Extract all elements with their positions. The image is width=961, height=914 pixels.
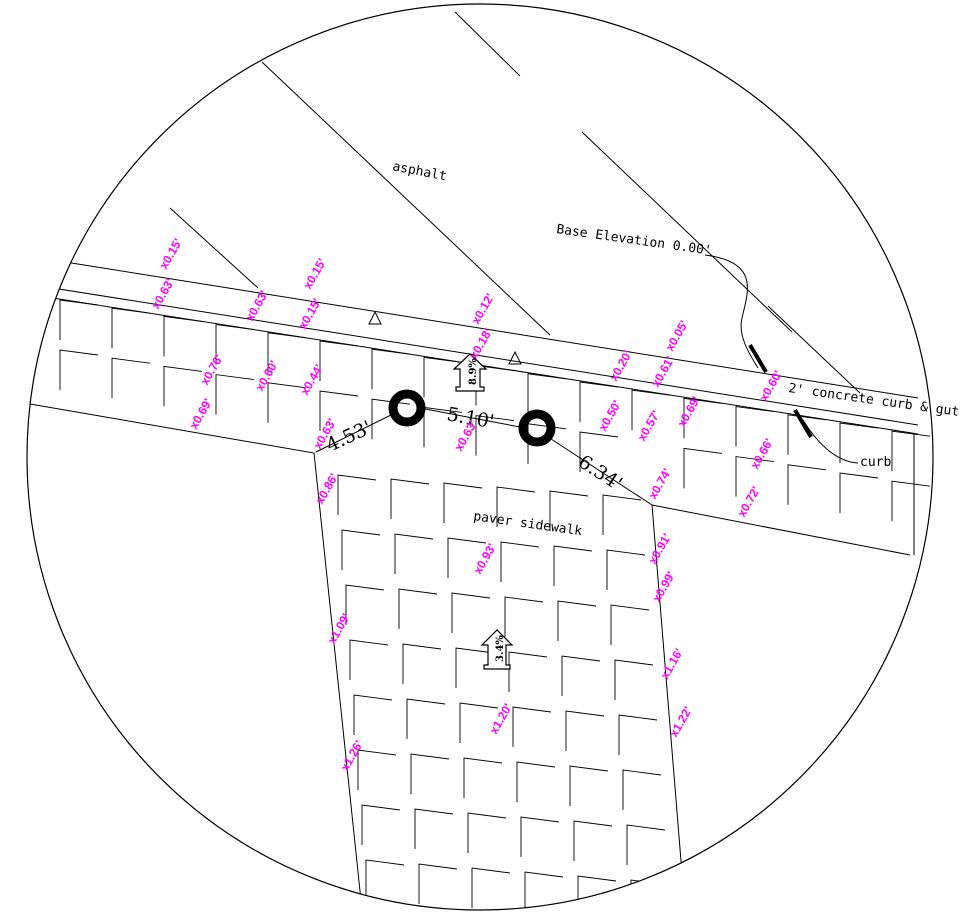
spot-elevation-label: x0.50' [595,398,624,434]
dimension-line [547,436,653,506]
spot-elevation-label: x1.16' [657,646,686,682]
spot-elevation-label: x0.15' [156,236,185,272]
dimension-line [419,407,521,428]
spot-elevation-label: x0.69' [186,396,215,432]
base-elevation-leader [704,254,759,369]
dimension-label: 6.34' [574,451,626,495]
spot-elevation-label: x0.18' [466,326,495,362]
spot-elevation-label: x0.69' [674,394,703,430]
curb-leader [802,419,859,464]
spot-elevation-label: x0.91' [645,531,674,567]
curb-leader-arrow [793,408,813,439]
slope-arrow-icon [480,629,514,670]
asphalt-line [454,11,521,77]
base-elevation-leader-arrow [748,343,768,374]
spot-elevation-label: x1.26' [337,738,366,774]
spot-elevation-label: x0.60' [252,358,281,394]
spot-elevation-label: x0.99' [649,569,678,605]
spot-elevation-label: x0.74' [645,466,674,502]
slope-arrow-icon [452,353,488,392]
spot-elevation-label: x0.63' [148,276,177,312]
asphalt-line [169,207,259,289]
curb-label: curb [860,455,891,470]
spot-elevation-label: x0.66' [747,436,776,472]
slope-label: 3.4% [495,635,506,662]
spot-elevation-label: x0.72' [734,484,763,520]
asphalt-line [581,131,793,333]
tree-icon [518,409,556,447]
triangle-marker [368,310,382,325]
asphalt-label: asphalt [391,159,448,184]
spot-elevation-label: x0.76' [197,352,226,388]
spot-elevation-label: x0.57' [634,408,663,444]
curb-line [39,257,919,399]
spot-elevation-label: x0.15' [300,256,329,292]
sidewalk-edge [651,504,686,910]
concrete-curb-label: 2' concrete curb & gut [787,381,960,420]
sidewalk-edge [29,403,363,910]
spot-elevation-label: x0.15' [295,296,324,332]
spot-elevation-label: x0.05' [662,318,691,354]
spot-elevation-label: x0.12' [468,291,497,327]
slope-label: 8.9% [468,358,479,385]
dimension-line [315,413,394,453]
tree-icon [388,389,426,427]
spot-elevation-label: x1.09' [324,611,353,647]
sidewalk-edge [651,504,911,556]
paver-sidewalk-label: paver sidewalk [472,509,583,539]
spot-elevation-label: x0.20' [606,348,635,384]
spot-elevation-group: x0.15' x0.63' x0.63' x0.15' x0.15' x0.12'x0.1… [148,236,785,774]
spot-elevation-label: x0.44' [297,362,326,398]
spot-elevation-label: x0.93' [470,541,499,577]
spot-elevation-label: x0.61' [648,354,677,390]
spot-elevation-label: x1.20' [486,701,515,737]
curb-line [39,285,919,426]
spot-elevation-label: x1.22' [666,704,695,740]
triangle-marker [508,350,522,365]
asphalt-line [767,305,861,394]
asphalt-line [261,61,551,336]
spot-elevation-label: x0.63' [242,288,271,324]
detail-circle [26,3,934,911]
base-elevation-label: Base Elevation 0.00' [555,222,712,259]
